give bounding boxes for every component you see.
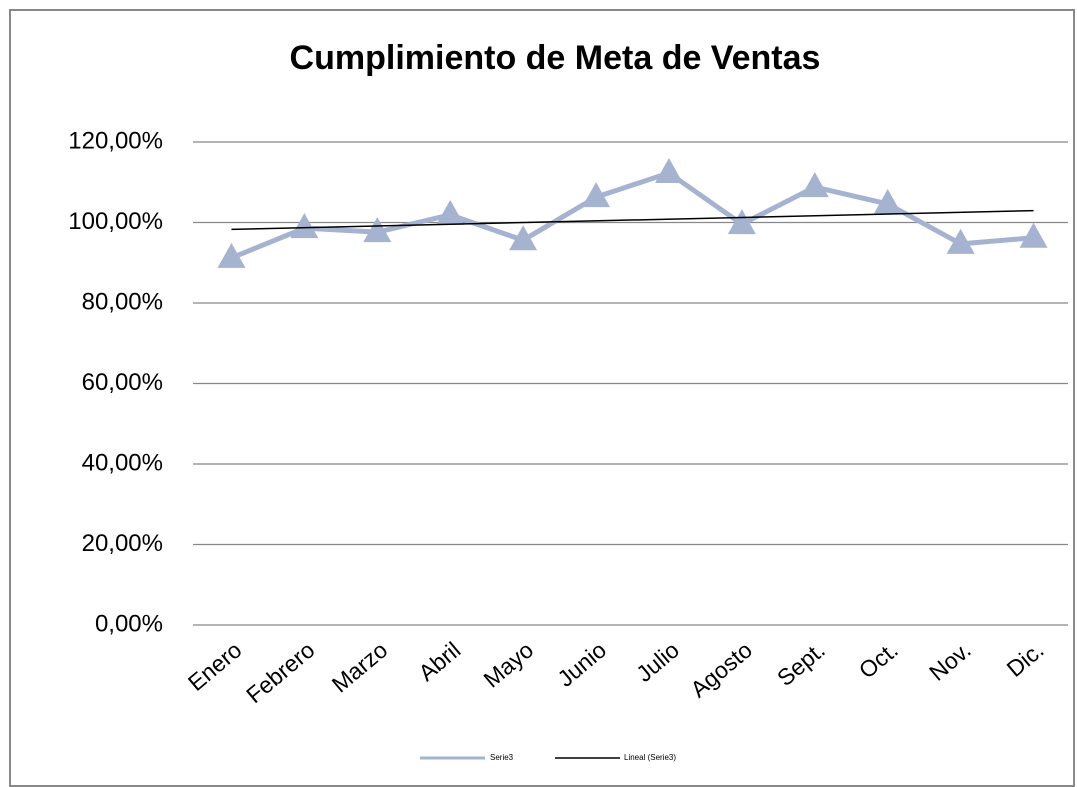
marker (727, 209, 756, 235)
y-tick-label: 20,00% (82, 530, 163, 557)
y-tick-label: 60,00% (82, 369, 163, 396)
y-tick-label: 100,00% (68, 208, 163, 235)
marker (582, 182, 611, 208)
y-tick-label: 80,00% (82, 288, 163, 315)
chart-title: Cumplimiento de Meta de Ventas (290, 39, 821, 77)
marker (363, 217, 392, 243)
legend-label: Serie3 (490, 753, 514, 762)
marker (873, 188, 902, 214)
marker (800, 172, 829, 198)
legend-label: Lineal (Serie3) (624, 753, 676, 762)
y-tick-label: 0,00% (95, 610, 163, 637)
chart-border (9, 9, 1075, 787)
marker (654, 157, 683, 183)
marker (436, 199, 465, 225)
trendline (231, 209, 1034, 231)
marker (1019, 222, 1048, 248)
marker (509, 225, 538, 251)
y-tick-label: 40,00% (82, 449, 163, 476)
marker (290, 213, 319, 239)
y-tick-label: 120,00% (68, 127, 163, 154)
marker (217, 242, 246, 268)
marker (946, 228, 975, 254)
series-line (230, 170, 1034, 261)
